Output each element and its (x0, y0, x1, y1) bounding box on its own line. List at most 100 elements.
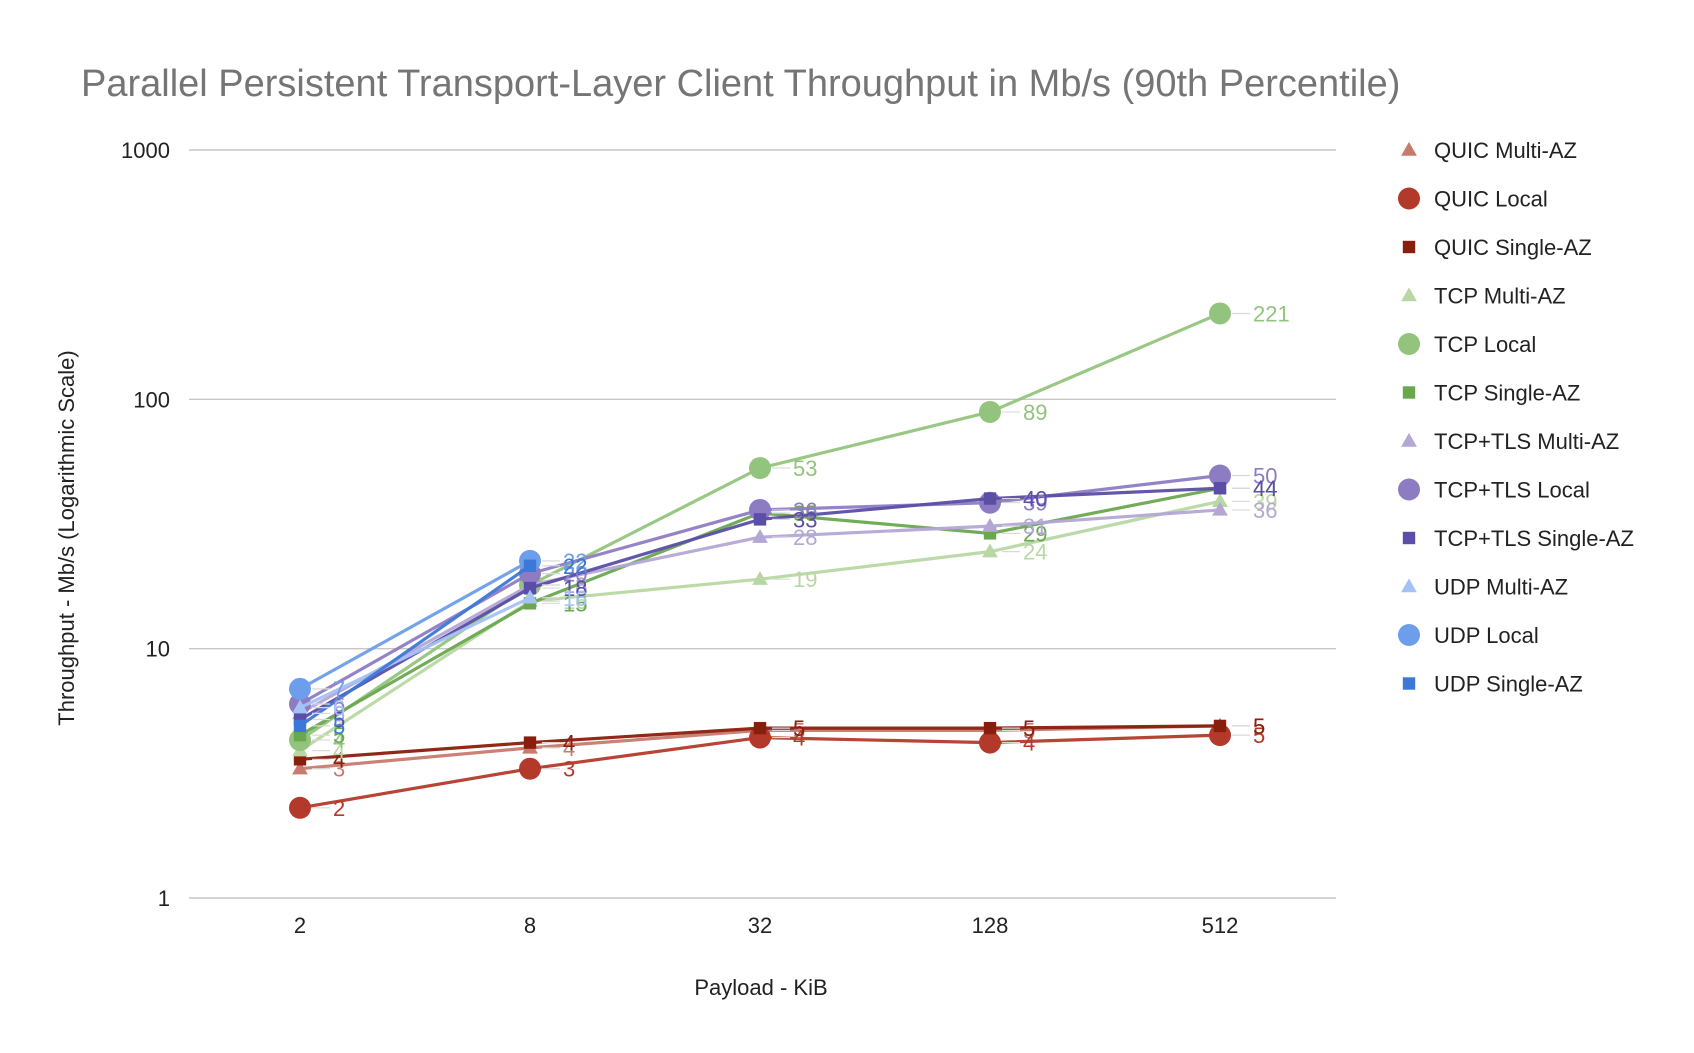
data-label-tcp-single-az-2: 5 (333, 723, 345, 748)
data-label-tcp-single-az-8: 15 (563, 591, 587, 616)
series-line-udp-single-az (299, 564, 531, 728)
data-label-tcp-multi-az-128: 24 (1023, 540, 1047, 565)
data-label-tcp-tls-multi-az-8: 18 (563, 573, 587, 598)
point-quic-single-az-512 (1213, 719, 1227, 733)
data-label-tcp-tls-multi-az-512: 36 (1253, 498, 1277, 523)
data-label-tcp-tls-local-512: 50 (1253, 463, 1277, 488)
point-tcp-tls-single-az-8 (523, 581, 537, 595)
y-tick-label-10: 10 (146, 637, 170, 662)
data-label-tcp-multi-az-2: 4 (333, 739, 345, 764)
data-label-tcp-local-512: 221 (1253, 301, 1290, 326)
data-label-udp-multi-az-2: 6 (333, 696, 345, 721)
point-tcp-tls-multi-az-512 (1212, 501, 1228, 516)
data-label-tcp-tls-local-128: 39 (1023, 491, 1047, 516)
legend-label-tcp-local: TCP Local (1434, 332, 1536, 357)
legend-label-quic-local: QUIC Local (1434, 187, 1548, 212)
data-label-tcp-single-az-32: 35 (793, 501, 817, 526)
data-label-quic-multi-az-128: 5 (1023, 718, 1035, 743)
point-tcp-tls-multi-az-32 (752, 529, 768, 543)
data-label-tcp-tls-local-32: 36 (793, 498, 817, 523)
y-tick-label-1: 1 (158, 886, 170, 911)
point-tcp-multi-az-128 (982, 543, 998, 558)
series-udp-multi-az (292, 589, 538, 714)
series-lines (289, 302, 1231, 819)
legend-label-udp-multi-az: UDP Multi-AZ (1434, 575, 1568, 600)
data-label-tcp-local-2: 4 (333, 728, 345, 753)
data-label-tcp-tls-multi-az-32: 28 (793, 525, 817, 550)
point-udp-single-az-8 (523, 559, 537, 572)
y-tick-label-1000: 1000 (121, 138, 170, 163)
legend-item-tcp-tls-single-az: TCP+TLS Single-AZ (1402, 526, 1634, 551)
point-tcp-tls-single-az-32 (753, 513, 767, 526)
point-quic-single-az-8 (523, 736, 537, 749)
legend-marker-quic-single-az (1402, 240, 1416, 254)
data-label-quic-local-512: 5 (1253, 723, 1265, 748)
data-label-quic-single-az-128: 5 (1023, 716, 1035, 741)
point-udp-single-az-2 (293, 719, 307, 733)
legend-label-udp-local: UDP Local (1434, 623, 1539, 648)
legend-marker-tcp-multi-az (1401, 287, 1417, 302)
point-tcp-local-32 (749, 457, 771, 480)
y-tick-label-100: 100 (133, 387, 170, 412)
point-quic-multi-az-2 (292, 760, 308, 775)
point-quic-local-8 (519, 757, 541, 780)
series-line-tcp-local (299, 311, 1221, 742)
series-line-udp-multi-az (299, 596, 531, 710)
x-tick-label-8: 8 (524, 913, 536, 938)
data-label-tcp-tls-single-az-2: 5 (333, 707, 345, 732)
legend-item-tcp-single-az: TCP Single-AZ (1402, 381, 1580, 406)
data-label-quic-single-az-512: 5 (1253, 714, 1265, 739)
data-label-tcp-tls-local-2: 6 (333, 692, 345, 717)
point-quic-local-2 (289, 796, 311, 819)
chart-title: Parallel Persistent Transport-Layer Clie… (81, 63, 1400, 105)
legend-marker-tcp-tls-single-az (1402, 531, 1416, 545)
point-quic-single-az-128 (983, 721, 997, 735)
point-quic-single-az-32 (753, 721, 767, 735)
series-tcp-tls-local (289, 464, 1231, 715)
point-udp-local-2 (289, 677, 311, 700)
legend-item-udp-single-az: UDP Single-AZ (1402, 672, 1583, 697)
data-label-tcp-local-32: 53 (793, 456, 817, 481)
legend-label-tcp-multi-az: TCP Multi-AZ (1434, 284, 1566, 309)
legend-marker-tcp-local (1398, 333, 1420, 355)
legend-item-tcp-tls-local: TCP+TLS Local (1398, 478, 1590, 503)
data-label-quic-multi-az-2: 3 (333, 757, 345, 782)
data-label-quic-local-2: 2 (333, 796, 345, 821)
legend-item-tcp-local: TCP Local (1398, 332, 1536, 357)
legend-label-tcp-tls-local: TCP+TLS Local (1434, 478, 1590, 503)
point-tcp-tls-single-az-512 (1213, 482, 1227, 495)
series-line-udp-local (299, 559, 531, 691)
data-label-tcp-tls-local-8: 20 (563, 562, 587, 587)
legend-label-quic-multi-az: QUIC Multi-AZ (1434, 138, 1577, 163)
point-tcp-local-128 (979, 400, 1001, 423)
legend-marker-tcp-tls-multi-az (1401, 432, 1417, 447)
point-udp-multi-az-2 (292, 699, 308, 714)
series-tcp-local (289, 302, 1231, 752)
data-label-tcp-tls-multi-az-128: 31 (1023, 514, 1047, 539)
legend-item-udp-multi-az: UDP Multi-AZ (1401, 575, 1568, 600)
x-tick-label-128: 128 (972, 913, 1009, 938)
data-label-quic-local-128: 4 (1023, 731, 1035, 756)
data-label-udp-single-az-8: 22 (563, 554, 587, 579)
legend-marker-udp-local (1398, 624, 1420, 646)
legend-item-tcp-tls-multi-az: TCP+TLS Multi-AZ (1401, 429, 1619, 454)
data-label-quic-multi-az-8: 4 (563, 736, 575, 761)
data-label-udp-multi-az-8: 16 (563, 586, 587, 611)
data-label-tcp-multi-az-32: 19 (793, 567, 817, 592)
data-label-tcp-multi-az-512: 39 (1253, 489, 1277, 514)
legend-marker-quic-multi-az (1401, 141, 1417, 156)
legend-marker-quic-local (1398, 187, 1420, 210)
legend-marker-udp-multi-az (1401, 578, 1417, 593)
series-udp-single-az (293, 559, 537, 733)
point-tcp-tls-single-az-128 (983, 492, 997, 505)
data-label-quic-multi-az-512: 5 (1253, 714, 1265, 739)
data-label-tcp-tls-multi-az-2: 6 (333, 701, 345, 726)
data-label-quic-local-8: 3 (563, 757, 575, 782)
legend-marker-tcp-single-az (1402, 386, 1416, 399)
legend-item-quic-single-az: QUIC Single-AZ (1402, 235, 1592, 260)
data-label-udp-single-az-2: 5 (333, 714, 345, 739)
data-label-tcp-local-128: 89 (1023, 400, 1047, 425)
gridlines (189, 149, 1336, 899)
